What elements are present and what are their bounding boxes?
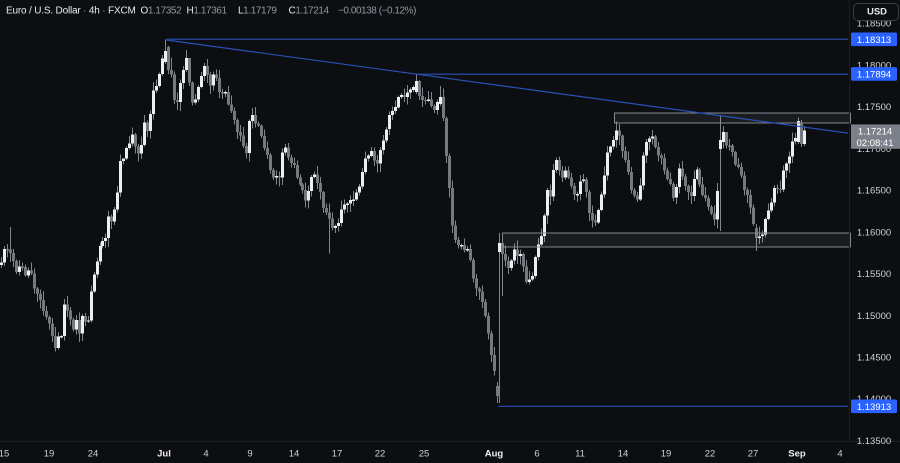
svg-text:Aug: Aug	[485, 449, 504, 460]
svg-text:14: 14	[618, 449, 629, 460]
svg-text:1.16500: 1.16500	[857, 186, 891, 197]
svg-text:Jul: Jul	[157, 449, 171, 460]
svg-text:1.18000: 1.18000	[857, 60, 891, 71]
svg-text:1.14500: 1.14500	[857, 353, 891, 364]
svg-text:19: 19	[44, 449, 55, 460]
svg-text:−0.00138 (−0.12%): −0.00138 (−0.12%)	[338, 5, 416, 16]
svg-text:C1.17214: C1.17214	[289, 5, 330, 16]
svg-text:15: 15	[0, 449, 9, 460]
svg-text:1.16000: 1.16000	[857, 227, 891, 238]
svg-text:1.17000: 1.17000	[857, 144, 891, 155]
svg-text:1.18313: 1.18313	[857, 35, 891, 46]
svg-text:14: 14	[289, 449, 300, 460]
svg-text:6: 6	[534, 449, 539, 460]
svg-text:22: 22	[375, 449, 386, 460]
svg-text:27: 27	[748, 449, 759, 460]
svg-text:1.18500: 1.18500	[857, 19, 891, 30]
svg-text:25: 25	[419, 449, 430, 460]
svg-text:02:08:41: 02:08:41	[857, 138, 894, 149]
svg-text:1.17214: 1.17214	[858, 127, 892, 138]
svg-text:1.17500: 1.17500	[857, 102, 891, 113]
svg-text:19: 19	[661, 449, 672, 460]
svg-text:USD: USD	[867, 7, 887, 18]
svg-text:1.14000: 1.14000	[857, 394, 891, 405]
svg-text:1.15000: 1.15000	[857, 311, 891, 322]
svg-text:4: 4	[203, 449, 208, 460]
svg-text:L1.17179: L1.17179	[238, 5, 277, 16]
svg-text:1.13913: 1.13913	[857, 402, 891, 413]
svg-text:Euro / U.S. Dollar · 4h · FXCM: Euro / U.S. Dollar · 4h · FXCM	[6, 5, 136, 16]
svg-text:1.15500: 1.15500	[857, 269, 891, 280]
svg-text:1.13500: 1.13500	[857, 436, 891, 447]
svg-text:24: 24	[88, 449, 99, 460]
svg-text:11: 11	[575, 449, 585, 460]
svg-text:1.17894: 1.17894	[857, 69, 891, 80]
svg-text:9: 9	[247, 449, 252, 460]
svg-text:22: 22	[705, 449, 716, 460]
svg-text:H1.17361: H1.17361	[187, 5, 228, 16]
svg-text:O1.17352: O1.17352	[141, 5, 183, 16]
svg-text:17: 17	[332, 449, 343, 460]
svg-text:Sep: Sep	[788, 449, 806, 460]
svg-text:4: 4	[837, 449, 842, 460]
